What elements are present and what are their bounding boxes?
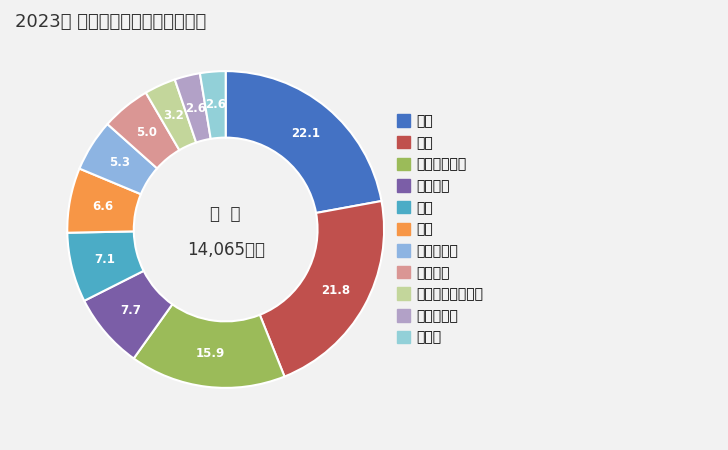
- Text: 21.8: 21.8: [320, 284, 349, 297]
- Text: 6.6: 6.6: [92, 200, 114, 213]
- Text: 2023年 輸出相手国のシェア（％）: 2023年 輸出相手国のシェア（％）: [15, 14, 206, 32]
- Text: 総  額: 総 額: [210, 205, 241, 223]
- Text: 3.2: 3.2: [163, 109, 184, 122]
- Text: 5.0: 5.0: [136, 126, 157, 139]
- Wedge shape: [260, 201, 384, 377]
- Text: 15.9: 15.9: [196, 347, 226, 360]
- Wedge shape: [108, 93, 179, 168]
- Wedge shape: [79, 124, 157, 194]
- Text: 7.7: 7.7: [120, 305, 141, 318]
- Wedge shape: [146, 80, 196, 150]
- Text: 5.3: 5.3: [109, 157, 130, 169]
- Wedge shape: [134, 304, 285, 388]
- Wedge shape: [67, 231, 143, 301]
- Wedge shape: [200, 71, 226, 139]
- Text: 22.1: 22.1: [291, 127, 320, 140]
- Wedge shape: [226, 71, 381, 213]
- Text: 2.6: 2.6: [205, 98, 226, 111]
- Text: 2.6: 2.6: [185, 102, 206, 115]
- Wedge shape: [67, 169, 141, 233]
- Wedge shape: [84, 271, 173, 359]
- Wedge shape: [175, 73, 210, 143]
- Legend: 中国, 韓国, シンガポール, オランダ, タイ, 米国, パキスタン, ベトナム, アラブ首長国連邦, マレーシア, その他: 中国, 韓国, シンガポール, オランダ, タイ, 米国, パキスタン, ベトナ…: [391, 109, 488, 350]
- Text: 7.1: 7.1: [94, 253, 115, 266]
- Text: 14,065万円: 14,065万円: [186, 241, 265, 259]
